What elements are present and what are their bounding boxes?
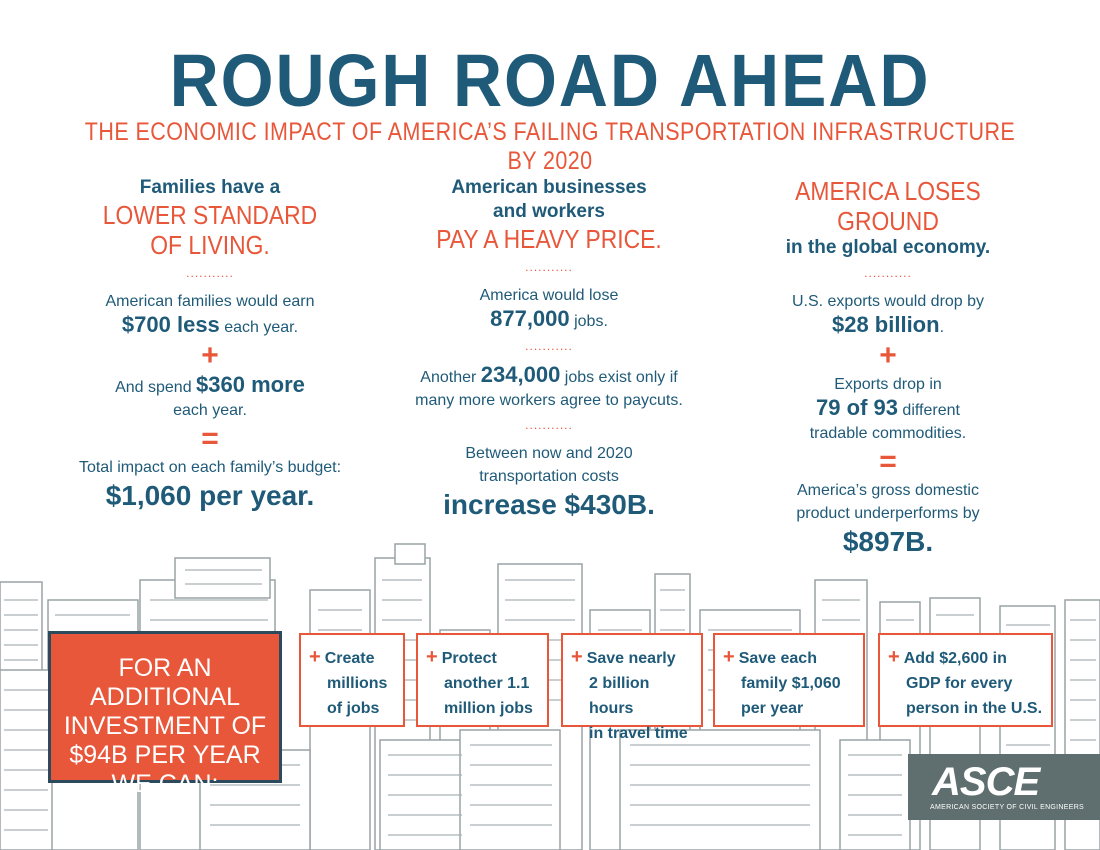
- logo-mark: ASCE: [932, 760, 1040, 804]
- benefit-save-travel-time: + Save nearly 2 billion hours in travel t…: [561, 633, 703, 742]
- col2-total: increase $430B.: [443, 489, 655, 520]
- benefit-line: Create: [324, 650, 375, 667]
- cta-line-3: $94B PER YEAR: [69, 741, 261, 769]
- col3-divider: ...........: [864, 266, 912, 280]
- col1-heading-1: Families have a: [139, 177, 281, 198]
- col1-text-2a: And spend: [115, 379, 197, 396]
- cta-line-1: FOR AN ADDITIONAL: [89, 654, 241, 711]
- benefit-line: million jobs: [444, 700, 533, 717]
- benefit-line: Protect: [441, 650, 497, 667]
- benefit-line: Save each: [738, 650, 817, 667]
- col1-text-2c: each year.: [173, 402, 247, 419]
- col2-heading-2: and workers: [493, 201, 605, 222]
- benefit-line: another 1.1: [444, 675, 530, 692]
- col1-value-360: $360 more: [196, 372, 305, 397]
- investment-callout: FOR AN ADDITIONAL INVESTMENT OF $94B PER…: [48, 631, 282, 798]
- benefit-line: GDP for every: [906, 675, 1013, 692]
- col1-plus-icon: +: [201, 339, 219, 372]
- col2-divider: ...........: [525, 260, 573, 274]
- benefit-line: person in the U.S.: [906, 700, 1043, 717]
- col3-value-79of93: 79 of 93: [816, 395, 898, 420]
- col2-text-2c: jobs exist only if: [560, 369, 678, 386]
- benefit-save-family-money: + Save each family $1,060 per year: [713, 633, 865, 727]
- col2-text-1: America would lose: [479, 287, 619, 304]
- col3-text-1a: U.S. exports: [791, 293, 880, 310]
- col3-equals-icon: =: [879, 445, 897, 478]
- col3-total: $897B.: [842, 526, 934, 557]
- page-title: ROUGH ROAD AHEAD: [169, 39, 931, 122]
- page-subtitle: THE ECONOMIC IMPACT OF AMERICA’S FAILING…: [84, 118, 1016, 175]
- benefit-line: Save nearly: [586, 650, 676, 667]
- col2-text-2a: Another: [420, 369, 481, 386]
- logo-subtext: AMERICAN SOCIETY OF CIVIL ENGINEERS: [930, 804, 1085, 811]
- benefit-add-gdp: + Add $2,600 in GDP for every person in t…: [878, 633, 1053, 727]
- col2-heading-1: American businesses: [451, 177, 647, 198]
- col2-value-234000: 234,000: [480, 362, 561, 387]
- col2-text-2d: many more workers agree to paycuts.: [415, 392, 683, 409]
- plus-icon: +: [309, 646, 321, 668]
- column-businesses: American businesses and workers PAY A HE…: [384, 176, 714, 522]
- benefit-protect-jobs: + Protect another 1.1 million jobs: [416, 633, 549, 727]
- col3-text-1d: .: [939, 319, 945, 336]
- cta-line-4: WE CAN:: [111, 770, 219, 798]
- plus-icon: +: [723, 646, 735, 668]
- col3-heading-1: AMERICA LOSES GROUND: [795, 176, 981, 236]
- col1-divider: ...........: [186, 266, 234, 280]
- column-global: AMERICA LOSES GROUND in the global econo…: [723, 176, 1053, 559]
- asce-logo: ASCE AMERICAN SOCIETY OF CIVIL ENGINEERS: [908, 754, 1100, 820]
- col2-heading-3: PAY A HEAVY PRICE.: [436, 224, 662, 254]
- benefit-line: in travel time: [589, 725, 688, 742]
- col1-value-700: $700 less: [121, 312, 220, 337]
- col1-text-1c: each year.: [219, 319, 299, 336]
- col3-text-2d: tradable commodities.: [809, 425, 967, 442]
- benefit-line: family $1,060: [741, 675, 841, 692]
- col3-value-28b: $28 billion: [831, 312, 940, 337]
- col1-text-3: Total impact on each family’s budget:: [78, 459, 342, 476]
- col2-text-1c: jobs.: [569, 313, 608, 330]
- plus-icon: +: [426, 646, 438, 668]
- col2-text-3b: transportation costs: [479, 468, 619, 485]
- col1-text-1: American families would earn: [105, 293, 315, 310]
- col3-text-2a: Exports drop in: [834, 376, 942, 393]
- benefit-line: of jobs: [327, 700, 380, 717]
- col1-total: $1,060 per year.: [105, 480, 315, 511]
- col2-value-877000: 877,000: [490, 306, 570, 331]
- cta-line-2: INVESTMENT OF: [63, 712, 267, 740]
- col3-text-3a: America’s gross domestic: [797, 482, 979, 499]
- col1-equals-icon: =: [201, 422, 219, 455]
- col1-heading-2: LOWER STANDARD: [102, 200, 318, 230]
- col3-plus-icon: +: [879, 339, 897, 372]
- benefit-line: 2 billion hours: [589, 675, 650, 717]
- col2-divider-3: ...........: [525, 418, 573, 432]
- col1-heading-3: OF LIVING.: [150, 230, 270, 260]
- benefit-line: Add $2,600 in: [903, 650, 1007, 667]
- plus-icon: +: [571, 646, 583, 668]
- col3-text-1b: would drop by: [879, 293, 985, 310]
- benefit-line: per year: [741, 700, 804, 717]
- benefit-line: millions: [327, 675, 388, 692]
- col3-heading-2: in the global economy.: [785, 237, 991, 258]
- col2-divider-2: ...........: [525, 339, 573, 353]
- col3-text-2c: different: [897, 402, 960, 419]
- col2-text-3a: Between now and 2020: [465, 445, 633, 462]
- benefit-create-jobs: + Create millions of jobs: [299, 633, 405, 727]
- plus-icon: +: [888, 646, 900, 668]
- col3-text-3b: product underperforms by: [796, 505, 980, 522]
- column-families: Families have a LOWER STANDARD OF LIVING…: [45, 176, 375, 513]
